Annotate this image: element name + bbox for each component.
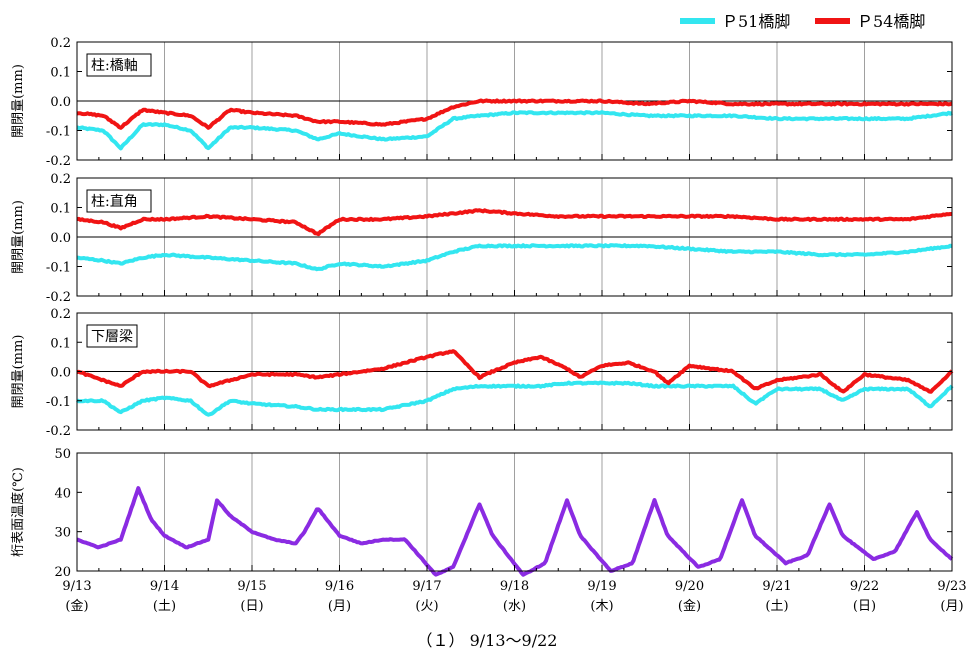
panel-label-box (86, 324, 138, 348)
x-tick-day: (月) (940, 599, 963, 614)
x-tick-day: (月) (328, 599, 351, 614)
y-tick-label: -0.1 (46, 125, 71, 140)
panel-label: 下層梁 (91, 329, 133, 345)
x-tick-day: (水) (503, 599, 526, 614)
y-tick-label: 0.2 (50, 307, 71, 322)
x-tick-day: (日) (853, 599, 876, 614)
y-tick-label: 0.2 (50, 172, 71, 187)
y-axis-label: 開閉量(mm) (11, 335, 26, 409)
series-line-p51 (76, 110, 953, 151)
x-tick-day: (火) (415, 599, 438, 614)
x-tick-date: 9/13 (62, 579, 91, 594)
y-tick-label: -0.1 (46, 261, 71, 276)
y-tick-label: -0.2 (46, 424, 71, 439)
legend: Ｐ51橋脚 Ｐ54橋脚 (680, 12, 925, 31)
y-tick-label: 0.2 (50, 36, 71, 51)
y-tick-label: 0.0 (50, 95, 71, 110)
y-axis-label: 開閉量(mm) (11, 64, 26, 138)
panel-label: 柱:直角 (91, 193, 138, 210)
y-tick-label: -0.2 (46, 154, 71, 169)
y-tick-label: -0.1 (46, 395, 71, 410)
x-tick-day: (日) (240, 599, 263, 614)
x-tick-date: 9/18 (500, 579, 529, 594)
x-tick-day: (土) (153, 599, 176, 614)
y-tick-label: 0.1 (50, 66, 71, 81)
panel-label-box (86, 53, 152, 77)
x-tick-date: 9/14 (150, 579, 179, 594)
panel-2: 0.2 0.1 0.0 -0.1 -0.2 開閉量(mm) 柱:直角 (11, 172, 953, 305)
legend-p51-label: Ｐ51橋脚 (722, 12, 790, 31)
x-tick-date: 9/19 (587, 579, 616, 594)
y-axis-label: 桁表面温度(℃) (10, 467, 26, 557)
legend-p54-label: Ｐ54橋脚 (857, 12, 925, 31)
x-tick-date: 9/20 (675, 579, 704, 594)
x-tick-date: 9/16 (325, 579, 354, 594)
y-axis-label: 開閉量(mm) (11, 200, 26, 274)
series-line-p51 (75, 380, 954, 417)
panel-3: 0.2 0.1 0.0 -0.1 -0.2 開閉量(mm) 下層梁 (11, 307, 954, 439)
y-tick-label: 50 (54, 447, 71, 462)
y-tick-label: 0.0 (50, 231, 71, 246)
y-tick-label: 20 (54, 565, 71, 580)
figure-caption: （１） 9/13～9/22 (417, 631, 558, 650)
y-tick-label: -0.2 (46, 290, 71, 305)
x-tick-day: (土) (765, 599, 788, 614)
panel-1: 0.2 0.1 0.0 -0.1 -0.2 開閉量(mm) 柱:橋軸 (11, 36, 953, 169)
x-tick-date: 9/21 (762, 579, 791, 594)
series-line-temperature (76, 486, 954, 577)
x-tick-day: (金) (678, 598, 701, 614)
panel-4: 50 40 30 20 桁表面温度(℃) (10, 447, 954, 580)
y-tick-label: 0.1 (50, 336, 71, 351)
panel-label-box (86, 189, 152, 213)
series-line-p54 (76, 208, 953, 237)
x-tick-date: 9/22 (850, 579, 879, 594)
panel-label: 柱:橋軸 (91, 58, 138, 74)
x-axis: 9/13 (金) 9/14 (土) 9/15 (日) 9/16 (月) 9/17 (火) 9/18 (… (62, 579, 966, 614)
series-line-p54 (76, 98, 953, 130)
x-tick-date: 9/23 (937, 579, 966, 594)
y-tick-label: 0.0 (50, 366, 71, 381)
x-tick-date: 9/17 (412, 579, 441, 594)
x-tick-day: (金) (65, 598, 88, 614)
y-tick-label: 30 (54, 526, 71, 541)
x-tick-date: 9/15 (237, 579, 266, 594)
x-tick-day: (木) (590, 599, 613, 614)
y-tick-label: 40 (54, 486, 71, 501)
y-tick-label: 0.1 (50, 202, 71, 217)
series-line-p51 (76, 243, 953, 272)
series-line-p54 (76, 349, 954, 394)
